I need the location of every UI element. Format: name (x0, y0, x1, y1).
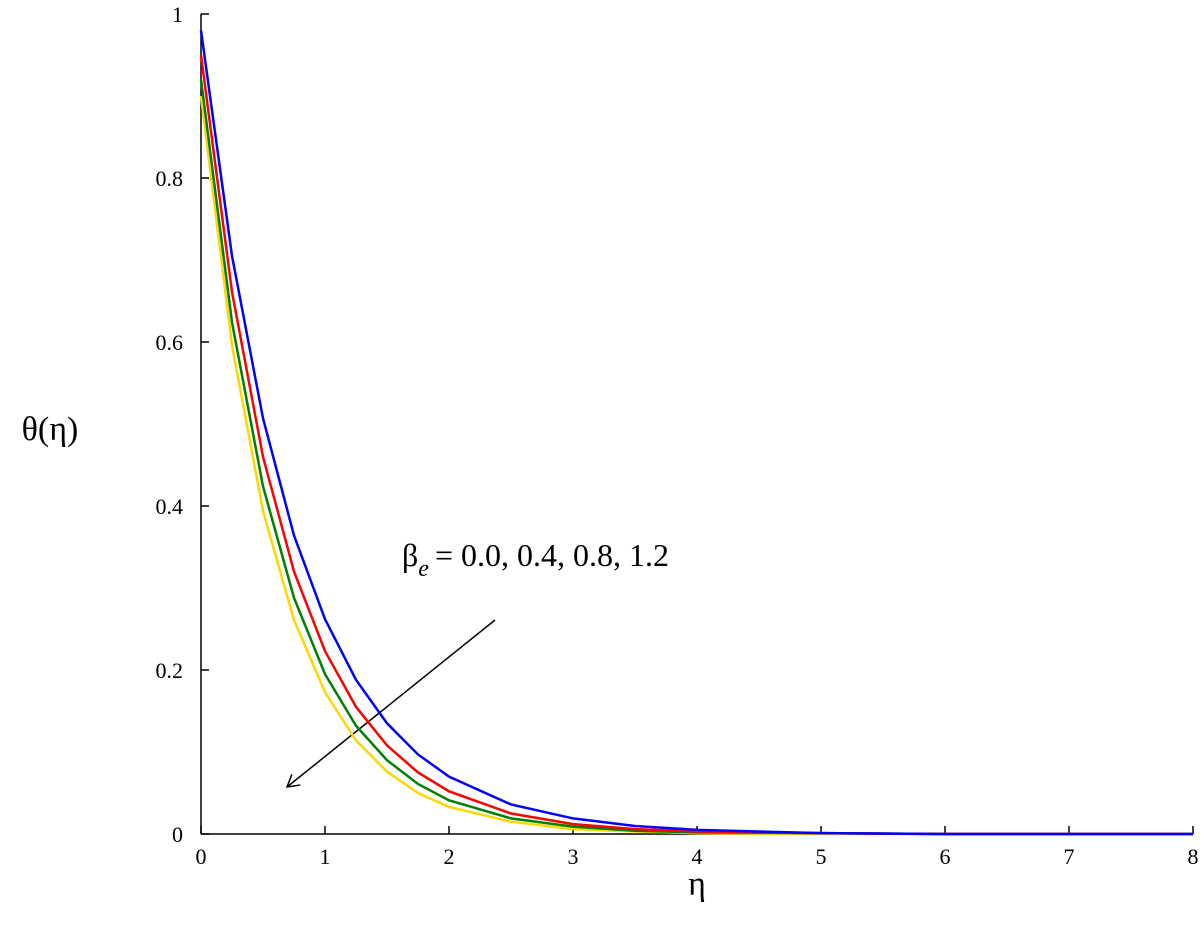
y-tick-label: 0.8 (156, 166, 184, 191)
x-tick-label: 4 (692, 844, 703, 869)
x-tick-label: 1 (320, 844, 331, 869)
x-tick-label: 5 (816, 844, 827, 869)
y-axis-label: θ(η) (22, 411, 79, 448)
x-tick-label: 8 (1188, 844, 1199, 869)
annotation-symbol: β (402, 537, 418, 573)
x-tick-label: 2 (444, 844, 455, 869)
curve (199, 95, 1193, 836)
y-tick-label: 1 (172, 2, 183, 27)
x-tick-label: 7 (1064, 844, 1075, 869)
y-tick-label: 0.4 (156, 494, 184, 519)
x-tick-label: 3 (568, 844, 579, 869)
y-tick-label: 0.6 (156, 330, 184, 355)
annotation-arrow (287, 619, 496, 787)
curve (199, 79, 1193, 836)
annotation-text: = 0.0, 0.4, 0.8, 1.2 (435, 537, 669, 573)
plot-lines (199, 30, 1193, 836)
annotation-subscript: e (418, 556, 429, 582)
y-tick-label: 0 (172, 822, 183, 847)
x-tick-label: 0 (196, 844, 207, 869)
x-tick-label: 6 (940, 844, 951, 869)
y-tick-label: 0.2 (156, 658, 184, 683)
curve (199, 30, 1193, 836)
x-axis-label: η (688, 866, 706, 903)
annotation: βe = 0.0, 0.4, 0.8, 1.2 (402, 537, 669, 582)
